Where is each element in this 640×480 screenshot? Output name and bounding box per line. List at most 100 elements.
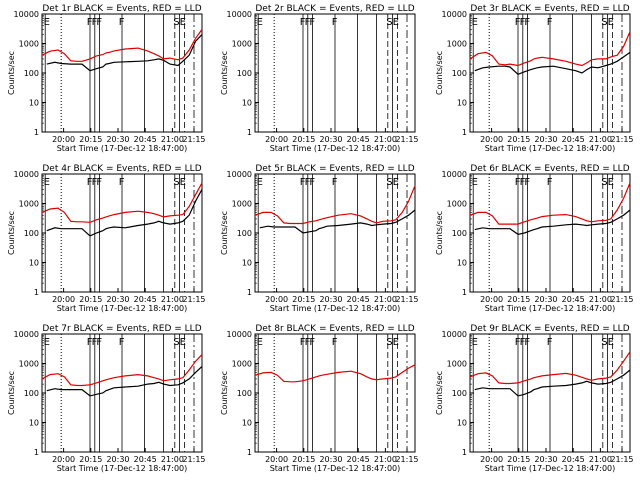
y-tick-label: 100 xyxy=(24,69,39,78)
y-tick-label: 1 xyxy=(34,288,39,297)
x-tick-label: 20:15 xyxy=(79,295,102,304)
x-tick-label: 21:00 xyxy=(589,135,612,144)
x-tick-label: 21:15 xyxy=(610,295,633,304)
flag-marker: F xyxy=(305,177,311,188)
flag-marker: F xyxy=(332,17,338,28)
x-tick-label: 21:00 xyxy=(161,135,184,144)
y-tick-label: 1000 xyxy=(19,360,39,369)
x-tick-label: 20:30 xyxy=(319,135,342,144)
x-axis-label: Start Time (17-Dec-12 18:47:00) xyxy=(270,464,401,473)
flag-marker: S xyxy=(386,17,392,28)
y-tick-label: 100 xyxy=(237,69,252,78)
y-tick-label: 1 xyxy=(34,128,39,137)
panel-2: Det 2r BLACK = Events, RED = LLD 1 10 100 10… xyxy=(220,4,419,153)
flag-marker: F xyxy=(87,177,93,188)
flag-marker: E xyxy=(44,177,50,188)
series-lld-line xyxy=(41,182,203,223)
series-lld-line xyxy=(254,185,416,225)
x-tick-label: 20:00 xyxy=(480,135,503,144)
y-tick-label: 100 xyxy=(452,229,467,238)
y-tick-label: 10 xyxy=(457,259,467,268)
flag-marker: E xyxy=(608,177,614,188)
flag-marker: F xyxy=(520,337,526,348)
flag-marker: F xyxy=(524,337,530,348)
x-axis-label: Start Time (17-Dec-12 18:47:00) xyxy=(57,304,188,313)
flag-marker: F xyxy=(119,337,125,348)
flag-marker: F xyxy=(300,17,306,28)
series-events-line xyxy=(46,189,203,237)
series-events-line xyxy=(474,369,631,397)
flag-marker: S xyxy=(386,337,392,348)
y-tick-label: 10000 xyxy=(442,170,467,179)
y-tick-label: 10 xyxy=(29,419,39,428)
y-tick-label: 1 xyxy=(247,128,252,137)
y-axis-label: Counts/sec xyxy=(220,51,229,95)
y-axis-label: Counts/sec xyxy=(7,51,16,95)
y-axis-label: Counts/sec xyxy=(220,371,229,415)
x-tick-label: 20:30 xyxy=(319,455,342,464)
y-tick-label: 10 xyxy=(457,419,467,428)
x-tick-label: 20:45 xyxy=(134,135,157,144)
x-axis-label: Start Time (17-Dec-12 18:47:00) xyxy=(485,464,616,473)
y-tick-label: 1 xyxy=(462,128,467,137)
flag-marker: S xyxy=(601,337,607,348)
x-tick-label: 20:45 xyxy=(562,455,585,464)
panel-title: Det 2r BLACK = Events, RED = LLD xyxy=(255,4,414,14)
panel-title: Det 7r BLACK = Events, RED = LLD xyxy=(42,324,201,334)
y-tick-label: 10000 xyxy=(227,170,252,179)
y-tick-label: 1 xyxy=(247,288,252,297)
panel-9: Det 9r BLACK = Events, RED = LLD 1 10 100 10… xyxy=(435,324,634,473)
x-axis-label: Start Time (17-Dec-12 18:47:00) xyxy=(485,304,616,313)
y-tick-label: 1 xyxy=(462,448,467,457)
x-tick-label: 21:00 xyxy=(374,455,397,464)
x-tick-label: 21:15 xyxy=(395,135,418,144)
flag-marker: F xyxy=(92,337,98,348)
y-tick-label: 100 xyxy=(24,229,39,238)
series-lld-line xyxy=(469,351,631,385)
flag-marker: F xyxy=(547,17,553,28)
panel-6: Det 6r BLACK = Events, RED = LLD 1 10 100 10… xyxy=(435,164,634,313)
x-tick-label: 20:30 xyxy=(319,295,342,304)
y-tick-label: 10 xyxy=(29,259,39,268)
x-tick-label: 20:45 xyxy=(562,135,585,144)
x-tick-label: 21:15 xyxy=(182,135,205,144)
x-tick-label: 20:45 xyxy=(134,295,157,304)
y-tick-label: 1000 xyxy=(232,360,252,369)
panel-title: Det 5r BLACK = Events, RED = LLD xyxy=(255,164,414,174)
y-axis-label: Counts/sec xyxy=(435,51,444,95)
panel-5: Det 5r BLACK = Events, RED = LLD 1 10 100 10… xyxy=(220,164,419,313)
flag-marker: E xyxy=(608,17,614,28)
x-tick-label: 20:45 xyxy=(134,455,157,464)
flag-marker: E xyxy=(393,17,399,28)
series-lld-line xyxy=(469,31,631,67)
y-axis-label: Counts/sec xyxy=(435,211,444,255)
flag-marker: F xyxy=(524,17,530,28)
flag-marker: E xyxy=(393,337,399,348)
flag-marker: F xyxy=(520,177,526,188)
flag-marker: S xyxy=(173,177,179,188)
flag-marker: E xyxy=(608,337,614,348)
y-tick-label: 1 xyxy=(462,288,467,297)
flag-marker: F xyxy=(92,17,98,28)
flag-marker: F xyxy=(300,177,306,188)
flag-marker: E xyxy=(393,177,399,188)
flag-marker: S xyxy=(173,17,179,28)
y-tick-label: 10000 xyxy=(14,10,39,19)
flag-marker: F xyxy=(515,177,521,188)
series-lld-line xyxy=(254,364,416,383)
y-tick-label: 10 xyxy=(457,99,467,108)
flag-marker: E xyxy=(180,337,186,348)
x-tick-label: 20:00 xyxy=(480,295,503,304)
flag-marker: E xyxy=(257,177,263,188)
series-events-line xyxy=(46,34,203,72)
x-tick-label: 20:45 xyxy=(347,295,370,304)
y-axis-label: Counts/sec xyxy=(435,371,444,415)
series-lld-line xyxy=(41,354,203,387)
series-events-line xyxy=(259,209,416,234)
flag-marker: F xyxy=(119,17,125,28)
x-tick-label: 20:15 xyxy=(79,455,102,464)
x-tick-label: 21:15 xyxy=(395,295,418,304)
y-tick-label: 1000 xyxy=(232,200,252,209)
x-tick-label: 20:15 xyxy=(507,135,530,144)
